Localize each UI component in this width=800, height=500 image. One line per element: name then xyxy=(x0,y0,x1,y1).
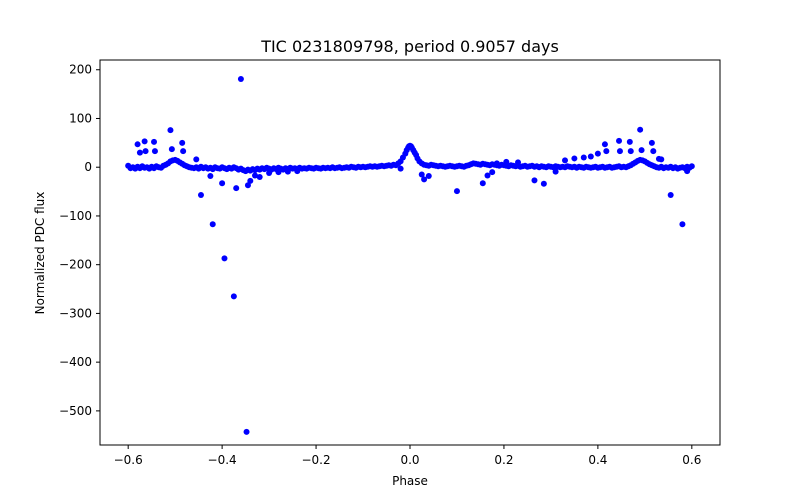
data-point xyxy=(233,185,240,192)
data-point xyxy=(638,147,645,154)
data-point xyxy=(489,169,496,176)
x-tick-label: 0.6 xyxy=(682,453,701,467)
data-point xyxy=(237,76,244,83)
data-point xyxy=(219,180,226,187)
data-point xyxy=(136,149,143,156)
y-tick-label: 200 xyxy=(69,63,92,77)
data-point xyxy=(167,127,174,134)
data-point xyxy=(531,177,538,184)
data-point xyxy=(688,163,695,170)
data-point xyxy=(294,168,301,175)
data-point xyxy=(493,160,500,167)
data-point xyxy=(603,148,610,155)
data-point xyxy=(679,221,686,228)
data-point xyxy=(197,191,204,198)
y-tick-label: −500 xyxy=(59,404,92,418)
data-point xyxy=(168,146,175,153)
data-point xyxy=(616,137,623,144)
data-point xyxy=(179,139,186,146)
data-point xyxy=(648,139,655,146)
data-point xyxy=(515,159,522,166)
data-point xyxy=(252,172,258,179)
data-point xyxy=(562,157,568,164)
x-tick-label: 0.4 xyxy=(588,453,607,467)
data-point xyxy=(207,172,214,179)
data-point xyxy=(193,156,200,163)
data-point xyxy=(151,138,158,145)
data-point xyxy=(637,126,644,133)
y-tick-label: 0 xyxy=(84,160,92,174)
data-point xyxy=(552,168,559,175)
data-point xyxy=(658,156,665,163)
data-point xyxy=(594,150,601,157)
data-point xyxy=(587,153,594,160)
data-point xyxy=(540,180,547,187)
x-axis-label: Phase xyxy=(392,474,428,488)
y-tick-label: −200 xyxy=(59,258,92,272)
data-point xyxy=(421,176,428,183)
y-axis: 200 100 0 −100 −200 −300 −400 −500 xyxy=(59,63,100,418)
data-point xyxy=(667,191,674,198)
x-axis: −0.6 −0.4 −0.2 0.0 0.2 0.4 0.6 xyxy=(114,445,701,467)
data-point xyxy=(503,158,510,165)
data-point xyxy=(151,148,158,155)
chart-title: TIC 0231809798, period 0.9057 days xyxy=(260,37,559,56)
y-tick-label: −300 xyxy=(59,306,92,320)
data-point xyxy=(601,141,608,148)
data-point xyxy=(180,148,187,155)
data-point xyxy=(230,293,237,300)
x-tick-label: −0.2 xyxy=(301,453,330,467)
data-point xyxy=(141,138,148,145)
data-point xyxy=(142,148,149,155)
x-tick-label: 0.2 xyxy=(494,453,513,467)
plot-frame xyxy=(99,59,721,446)
x-tick-label: −0.4 xyxy=(208,453,237,467)
data-point xyxy=(484,172,491,179)
data-point xyxy=(626,138,633,145)
x-tick-label: 0.0 xyxy=(400,453,419,467)
plot-area xyxy=(125,76,695,435)
data-point xyxy=(425,172,432,179)
data-point xyxy=(580,154,587,161)
data-point xyxy=(684,168,691,175)
y-axis-label: Normalized PDC flux xyxy=(33,192,47,315)
data-point xyxy=(627,148,634,155)
data-point xyxy=(650,148,657,155)
y-tick-label: −100 xyxy=(59,209,92,223)
x-tick-label: −0.6 xyxy=(114,453,143,467)
data-point xyxy=(209,221,216,228)
data-point xyxy=(247,177,254,184)
data-point xyxy=(397,165,404,172)
data-point xyxy=(571,155,578,162)
data-point xyxy=(453,188,460,195)
data-point xyxy=(418,171,425,178)
data-point xyxy=(275,169,282,176)
data-point xyxy=(479,180,486,187)
data-point xyxy=(134,141,141,148)
data-point xyxy=(266,170,273,177)
data-point xyxy=(244,182,251,189)
y-tick-label: 100 xyxy=(69,111,92,125)
data-point xyxy=(221,255,228,262)
data-point xyxy=(256,173,263,180)
data-point xyxy=(243,428,250,435)
data-point xyxy=(616,148,623,155)
data-point xyxy=(284,168,291,175)
y-tick-label: −400 xyxy=(59,355,92,369)
